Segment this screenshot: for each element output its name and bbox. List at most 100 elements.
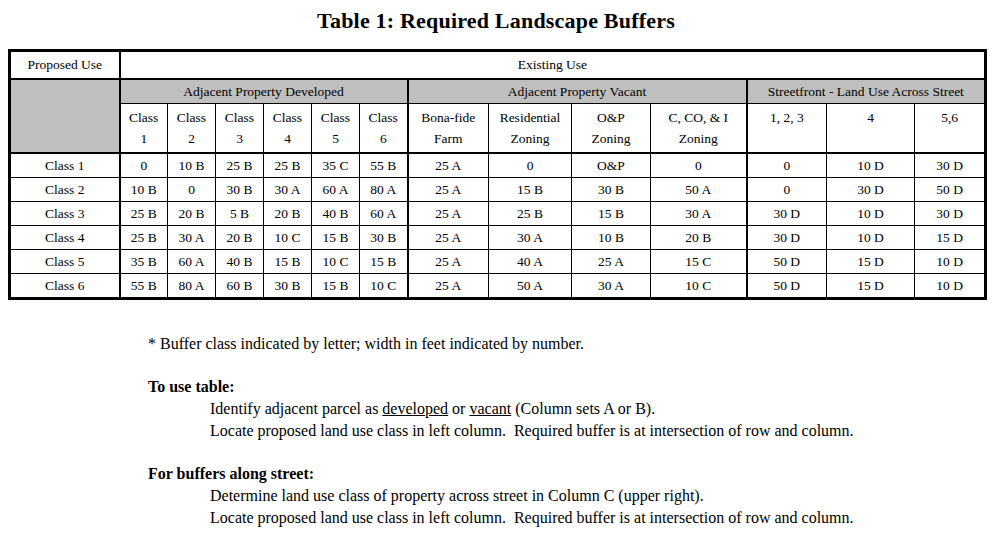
buffer-cell: 15 B bbox=[360, 250, 408, 274]
buffer-cell: 50 D bbox=[747, 250, 827, 274]
buffer-cell: 10 B bbox=[572, 226, 651, 250]
buffer-cell: 30 A bbox=[489, 226, 572, 250]
buffer-cell: 15 C bbox=[651, 250, 747, 274]
buffer-cell: 25 A bbox=[408, 178, 489, 202]
buffer-cell: 40 A bbox=[489, 250, 572, 274]
buffer-cell: 30 B bbox=[572, 178, 651, 202]
group-header-streetfront: Streetfront - Land Use Across Street bbox=[747, 79, 986, 104]
buffer-cell: 60 A bbox=[312, 178, 360, 202]
buffer-cell: 15 B bbox=[264, 250, 312, 274]
buffer-cell: 10 C bbox=[651, 274, 747, 299]
buffer-cell: 20 B bbox=[216, 226, 264, 250]
buffer-cell: 0 bbox=[168, 178, 216, 202]
buffer-cell: 50 A bbox=[489, 274, 572, 299]
existing-use-header: Existing Use bbox=[120, 51, 986, 80]
buffer-cell: 25 A bbox=[408, 250, 489, 274]
column-header: ResidentialZoning bbox=[489, 104, 572, 154]
buffer-cell: 10 D bbox=[915, 250, 986, 274]
group-header-vacant: Adjacent Property Vacant bbox=[408, 79, 747, 104]
row-header: Class 4 bbox=[10, 226, 120, 250]
buffer-cell: 30 D bbox=[827, 178, 915, 202]
buffer-cell: 25 A bbox=[408, 226, 489, 250]
buffer-cell: 25 A bbox=[408, 153, 489, 178]
buffer-cell: 10 C bbox=[312, 250, 360, 274]
row-header: Class 2 bbox=[10, 178, 120, 202]
buffer-cell: 40 B bbox=[216, 250, 264, 274]
buffer-cell: 50 A bbox=[651, 178, 747, 202]
buffer-cell: 55 B bbox=[360, 153, 408, 178]
buffer-cell: 30 D bbox=[747, 226, 827, 250]
buffer-cell: 20 B bbox=[651, 226, 747, 250]
buffer-cell: 10 B bbox=[120, 178, 168, 202]
column-header: C, CO, & IZoning bbox=[651, 104, 747, 154]
buffer-cell: 10 D bbox=[827, 202, 915, 226]
buffer-cell: 25 B bbox=[216, 153, 264, 178]
column-header: O&PZoning bbox=[572, 104, 651, 154]
table-row: Class 655 B80 A60 B30 B15 B10 C25 A50 A3… bbox=[10, 274, 986, 299]
buffer-cell: 30 D bbox=[915, 202, 986, 226]
header-row-top: Proposed Use Existing Use bbox=[10, 51, 986, 80]
row-header: Class 6 bbox=[10, 274, 120, 299]
table-row: Class 1010 B25 B25 B35 C55 B25 A0O&P0010… bbox=[10, 153, 986, 178]
row-header: Class 3 bbox=[10, 202, 120, 226]
buffer-cell: 30 A bbox=[264, 178, 312, 202]
buffer-cell: 0 bbox=[489, 153, 572, 178]
note-sections: To use table:Identify adjacent parcel as… bbox=[148, 376, 992, 529]
row-header: Class 5 bbox=[10, 250, 120, 274]
buffer-cell: 10 C bbox=[360, 274, 408, 299]
buffer-cell: 10 D bbox=[827, 153, 915, 178]
row-header: Class 1 bbox=[10, 153, 120, 178]
note-heading: To use table: bbox=[148, 376, 992, 398]
landscape-buffers-table: Proposed Use Existing Use Adjacent Prope… bbox=[8, 49, 987, 300]
buffer-cell: 55 B bbox=[120, 274, 168, 299]
buffer-cell: 35 B bbox=[120, 250, 168, 274]
note-line: Locate proposed land use class in left c… bbox=[210, 420, 992, 442]
buffer-cell: 10 B bbox=[168, 153, 216, 178]
column-header: 4 bbox=[827, 104, 915, 154]
buffer-cell: 25 A bbox=[408, 274, 489, 299]
buffer-cell: 35 C bbox=[312, 153, 360, 178]
buffer-cell: 30 A bbox=[651, 202, 747, 226]
table-row: Class 325 B20 B5 B20 B40 B60 A25 A25 B15… bbox=[10, 202, 986, 226]
column-header: Class2 bbox=[168, 104, 216, 154]
note-section: To use table:Identify adjacent parcel as… bbox=[148, 376, 992, 442]
buffer-cell: 15 B bbox=[312, 226, 360, 250]
buffer-cell: 15 B bbox=[312, 274, 360, 299]
buffer-cell: 50 D bbox=[915, 178, 986, 202]
buffer-cell: 0 bbox=[747, 153, 827, 178]
buffer-cell: 30 B bbox=[360, 226, 408, 250]
note-section: For buffers along street:Determine land … bbox=[148, 463, 992, 529]
note-line: Locate proposed land use class in left c… bbox=[210, 507, 992, 529]
buffer-cell: 25 A bbox=[572, 250, 651, 274]
table-row: Class 425 B30 A20 B10 C15 B30 B25 A30 A1… bbox=[10, 226, 986, 250]
column-header: Class5 bbox=[312, 104, 360, 154]
header-row-columns: Class1Class2Class3Class4Class5Class6Bona… bbox=[10, 104, 986, 154]
buffer-cell: 20 B bbox=[264, 202, 312, 226]
column-header: Bona-fideFarm bbox=[408, 104, 489, 154]
buffer-cell: 0 bbox=[120, 153, 168, 178]
buffer-cell: 25 A bbox=[408, 202, 489, 226]
buffer-cell: 60 B bbox=[216, 274, 264, 299]
buffer-cell: 15 B bbox=[572, 202, 651, 226]
buffer-cell: 80 A bbox=[360, 178, 408, 202]
column-header: 5,6 bbox=[915, 104, 986, 154]
buffer-cell: 30 B bbox=[216, 178, 264, 202]
notes-block: * Buffer class indicated by letter; widt… bbox=[148, 333, 992, 529]
column-header: Class3 bbox=[216, 104, 264, 154]
buffer-cell: 15 D bbox=[827, 250, 915, 274]
buffer-cell: 30 A bbox=[572, 274, 651, 299]
buffer-cell: 30 A bbox=[168, 226, 216, 250]
column-header: Class4 bbox=[264, 104, 312, 154]
footnote: * Buffer class indicated by letter; widt… bbox=[148, 333, 992, 355]
column-header: Class6 bbox=[360, 104, 408, 154]
table-row: Class 210 B030 B30 A60 A80 A25 A15 B30 B… bbox=[10, 178, 986, 202]
buffer-cell: 10 D bbox=[915, 274, 986, 299]
blank-corner-cell bbox=[10, 79, 120, 153]
buffer-cell: 25 B bbox=[264, 153, 312, 178]
buffer-cell: O&P bbox=[572, 153, 651, 178]
buffer-cell: 5 B bbox=[216, 202, 264, 226]
note-heading: For buffers along street: bbox=[148, 463, 992, 485]
buffer-cell: 10 C bbox=[264, 226, 312, 250]
buffer-cell: 50 D bbox=[747, 274, 827, 299]
table-row: Class 535 B60 A40 B15 B10 C15 B25 A40 A2… bbox=[10, 250, 986, 274]
